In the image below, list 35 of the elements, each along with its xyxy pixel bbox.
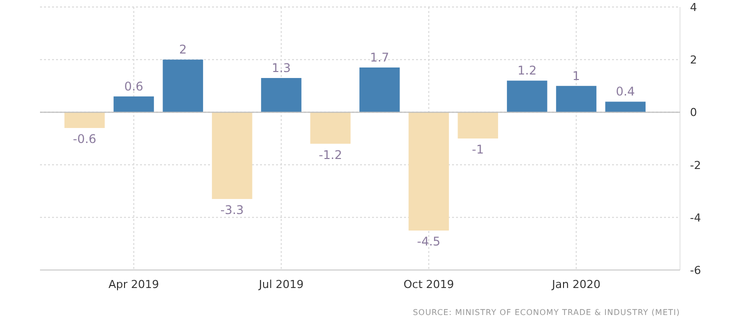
bar	[310, 112, 351, 144]
data-label: 1.7	[370, 50, 390, 64]
y-tick-label: 2	[690, 54, 697, 67]
bar	[114, 96, 154, 112]
data-label: -0.6	[72, 132, 96, 146]
x-tick-label: Jul 2019	[258, 278, 304, 291]
data-label: -1.2	[318, 148, 342, 162]
bar	[458, 112, 498, 138]
data-label: -1	[472, 142, 484, 156]
bar	[408, 112, 449, 231]
data-label: -4.5	[417, 234, 440, 249]
y-tick-label: -6	[690, 264, 701, 277]
y-tick-label: 4	[690, 1, 697, 14]
bar	[556, 86, 596, 112]
data-label: 2	[179, 42, 187, 57]
bar	[162, 60, 204, 112]
bar	[359, 67, 400, 112]
y-tick-label: -4	[690, 211, 701, 224]
bar	[261, 78, 302, 112]
data-label: 1.3	[272, 61, 291, 76]
data-label: 1.2	[518, 64, 537, 78]
y-tick-label: 0	[690, 106, 697, 120]
y-tick-label: -2	[690, 158, 701, 172]
bar	[506, 80, 548, 112]
bar	[605, 102, 646, 112]
x-tick-label: Jan 2020	[551, 278, 600, 291]
bar	[64, 112, 105, 128]
bar	[212, 112, 252, 199]
source-note: SOURCE: MINISTRY OF ECONOMY TRADE & INDUSTRY (METI)	[412, 308, 680, 317]
data-label: 1	[572, 68, 580, 83]
data-label: 0.6	[124, 79, 144, 94]
data-label: 0.4	[616, 84, 635, 99]
x-tick-label: Apr 2019	[108, 278, 160, 291]
x-tick-label: Oct 2019	[403, 278, 454, 291]
data-label: -3.3	[220, 202, 244, 217]
